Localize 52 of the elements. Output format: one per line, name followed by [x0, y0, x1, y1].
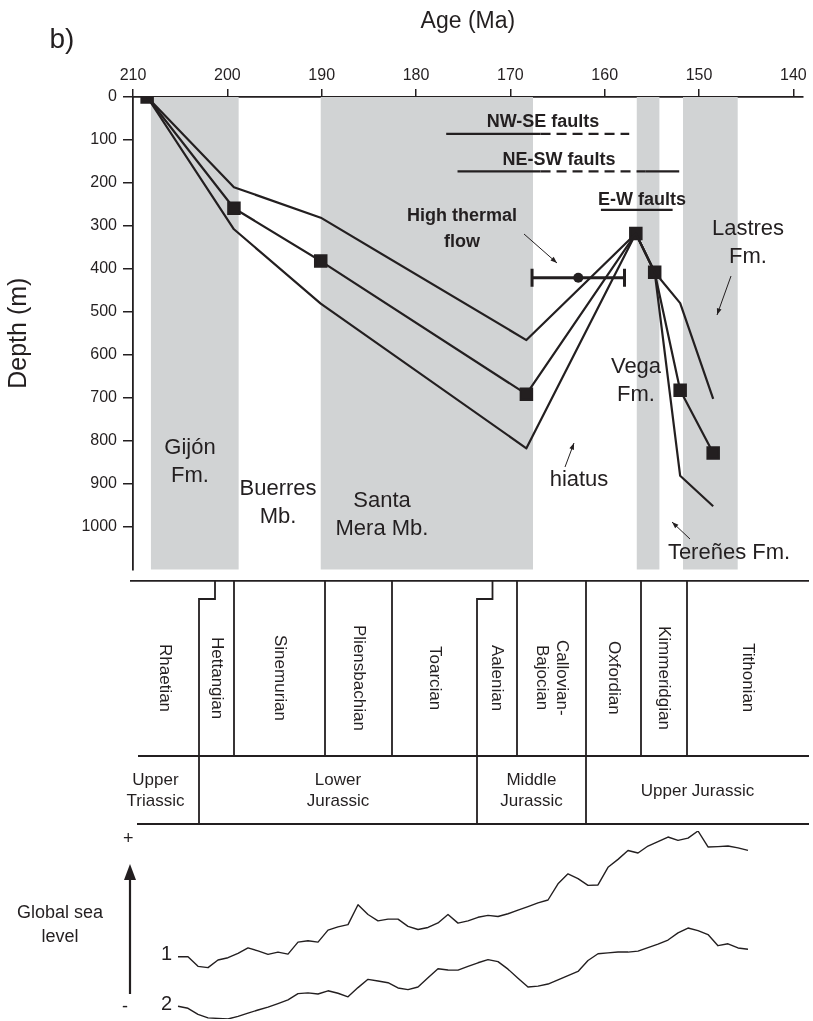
- text: Kimmeridgian: [654, 626, 674, 730]
- annotation: High thermal flow: [406, 204, 518, 251]
- text: +: [123, 828, 134, 849]
- annotation: Santa Mera Mb.: [335, 486, 429, 541]
- text: Upper Jurassic: [640, 779, 755, 801]
- y-tick-label: 600: [90, 345, 118, 363]
- text: Toarcian: [424, 645, 445, 711]
- text: Middle Jurassic: [499, 769, 564, 811]
- x-tick-label: 200: [213, 65, 241, 83]
- x-tick-label: 180: [402, 65, 430, 83]
- y-tick-label: 1000: [81, 516, 118, 534]
- text: Pliensbachian: [348, 625, 369, 731]
- text: b): [49, 22, 75, 54]
- annotation: E-W faults: [598, 188, 686, 209]
- text: Lower Jurassic: [305, 769, 371, 811]
- x-tick-label: 150: [685, 65, 713, 83]
- text: -: [122, 996, 128, 1017]
- y-tick-label: 300: [90, 216, 118, 234]
- text: Aalenian: [487, 644, 507, 712]
- y-tick-label: 900: [90, 473, 118, 491]
- y-tick-label: 400: [90, 259, 118, 277]
- text: Hettangian: [206, 636, 227, 720]
- y-tick-label: 500: [90, 302, 118, 320]
- y-tick-label: 200: [90, 173, 118, 191]
- y-axis-title: Depth (m): [2, 277, 31, 389]
- y-tick-label: 800: [90, 430, 118, 448]
- x-axis-title: Age (Ma): [420, 7, 516, 34]
- x-tick-label: 170: [497, 65, 524, 83]
- x-tick-label: 140: [780, 65, 807, 83]
- annotation: Gijón Fm.: [164, 433, 216, 488]
- annotation: Buerres Mb.: [239, 474, 317, 529]
- annotation: hiatus: [549, 466, 609, 492]
- y-tick-label: 100: [90, 130, 118, 148]
- annotation: NW-SE faults: [486, 110, 600, 131]
- y-tick-label: 0: [108, 87, 118, 105]
- text: Tithonian: [738, 643, 758, 713]
- text: Sinemurian: [269, 635, 290, 721]
- annotation: Lastres Fm.: [711, 214, 785, 269]
- annotation: NE-SW faults: [502, 148, 616, 169]
- text: Rhaetian: [154, 643, 175, 713]
- x-tick-label: 210: [119, 65, 147, 83]
- annotation: Vega Fm.: [610, 352, 662, 407]
- x-tick-label: 190: [308, 65, 336, 83]
- text: Callovian-Bajocian: [531, 639, 572, 718]
- series-label: 1: [160, 942, 172, 965]
- text: Oxfordian: [603, 641, 624, 715]
- y-tick-label: 700: [90, 388, 118, 406]
- y-axis-title: Global sea level: [15, 901, 105, 948]
- text: Upper Triassic: [125, 769, 186, 811]
- x-tick-label: 160: [591, 65, 619, 83]
- series-label: 2: [160, 991, 172, 1014]
- annotation: Tereñes Fm.: [667, 539, 791, 565]
